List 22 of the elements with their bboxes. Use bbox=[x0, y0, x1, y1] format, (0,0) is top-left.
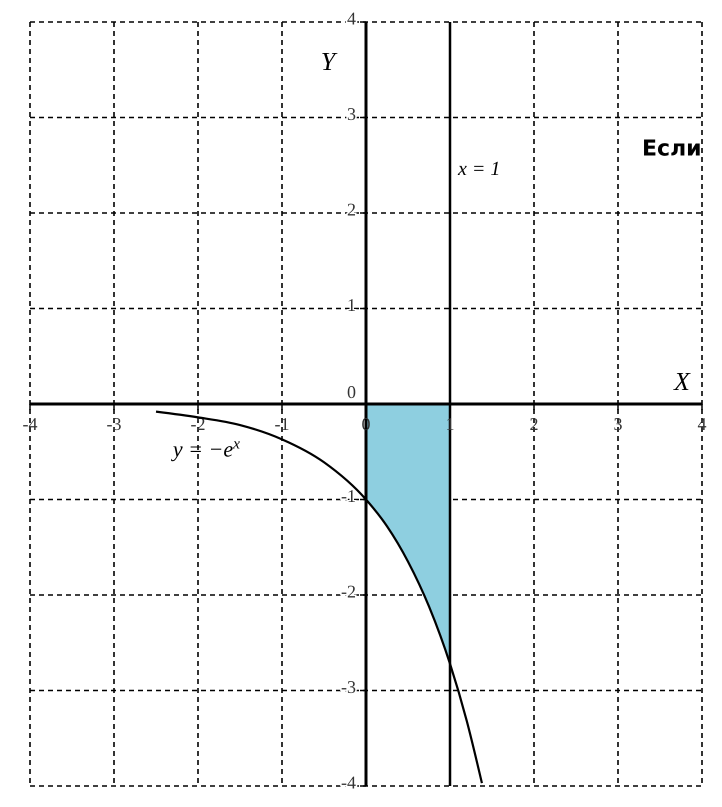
y-tick-label: 4 bbox=[347, 8, 356, 28]
y-tick-label: 0 bbox=[347, 382, 356, 402]
y-tick-label: -3 bbox=[341, 676, 356, 697]
x-tick-label: 2 bbox=[530, 414, 538, 434]
y-tick-label: 2 bbox=[347, 199, 356, 220]
y-tick-label: 1 bbox=[347, 294, 356, 315]
x-tick-label: 0 bbox=[362, 414, 370, 434]
y-tick-label: -2 bbox=[341, 581, 356, 602]
y-tick-label: -1 bbox=[341, 486, 356, 506]
x-tick-label: 4 bbox=[698, 414, 706, 434]
annotation: y = −e$^{x}$ bbox=[170, 435, 240, 462]
y-tick-label: -4 bbox=[341, 772, 356, 792]
ref-line-label: x = 1 bbox=[457, 158, 500, 180]
x-tick-label: 3 bbox=[614, 414, 622, 434]
x-axis-title: X bbox=[673, 367, 692, 396]
x-tick-label: 1 bbox=[446, 414, 454, 434]
x-tick-label: -4 bbox=[22, 414, 38, 434]
x-tick-label: -1 bbox=[274, 414, 290, 434]
x-tick-label: -3 bbox=[106, 414, 122, 434]
y-axis-title: Y bbox=[320, 46, 338, 76]
y-tick-label: 3 bbox=[347, 104, 356, 124]
annotation: Если bbox=[642, 136, 702, 162]
